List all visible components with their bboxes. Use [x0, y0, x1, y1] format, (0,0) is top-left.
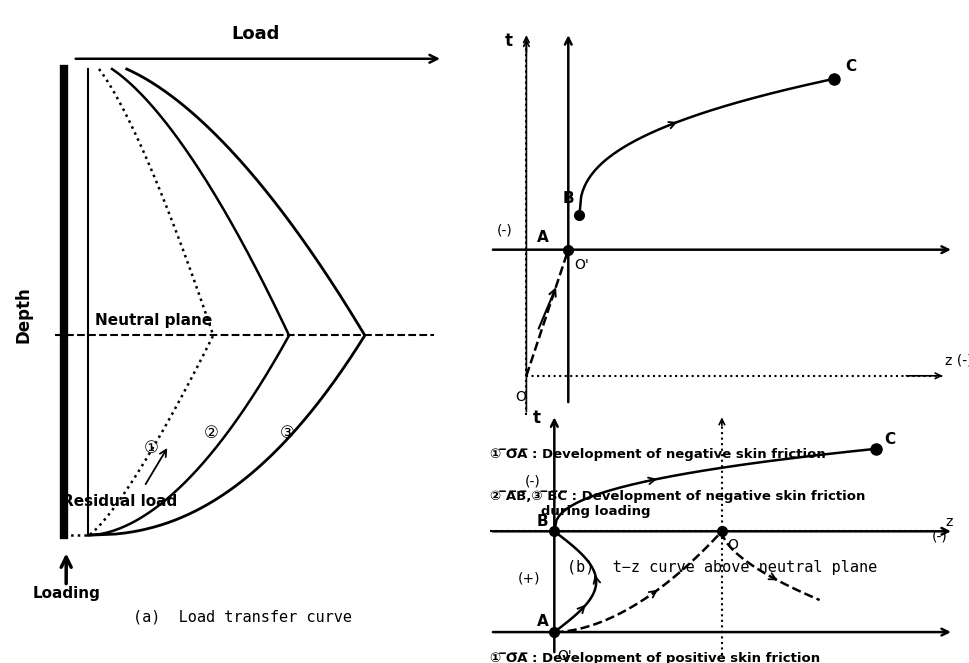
Text: ③: ③ — [279, 424, 295, 442]
Text: O: O — [728, 538, 738, 552]
Text: C: C — [884, 432, 895, 448]
Text: (-): (-) — [524, 475, 541, 489]
Text: (b)  t−z curve above neutral plane: (b) t−z curve above neutral plane — [567, 560, 877, 575]
Text: z (-): z (-) — [946, 353, 969, 367]
Text: (a)  Load transfer curve: (a) Load transfer curve — [133, 609, 352, 625]
Text: (+): (+) — [517, 572, 541, 586]
Text: z: z — [946, 514, 953, 528]
Text: A: A — [537, 615, 548, 629]
Text: ②: ② — [203, 424, 218, 442]
Text: t: t — [532, 408, 541, 426]
Text: ① ̅O̅A̅ : Development of negative skin friction: ① ̅O̅A̅ : Development of negative skin f… — [490, 448, 826, 461]
Text: O': O' — [557, 649, 572, 663]
Text: ② ̅A̅B̅,③ ̅B̅C̅ : Development of negative skin friction
           during loadin: ② ̅A̅B̅,③ ̅B̅C̅ : Development of negativ… — [490, 491, 865, 518]
Text: Residual load: Residual load — [62, 495, 177, 509]
Text: (-): (-) — [931, 530, 947, 544]
Text: (-): (-) — [497, 223, 513, 237]
Text: ① ̅O̅A̅ : Development of positive skin friction: ① ̅O̅A̅ : Development of positive skin f… — [490, 652, 820, 663]
Text: O: O — [516, 390, 526, 404]
Text: A: A — [537, 230, 548, 245]
Text: Depth: Depth — [15, 286, 33, 343]
Text: Load: Load — [232, 25, 280, 43]
Text: O': O' — [574, 258, 588, 272]
Text: C: C — [845, 59, 856, 74]
Text: B: B — [537, 514, 548, 528]
Text: Loading: Loading — [32, 587, 100, 601]
Text: t: t — [505, 32, 513, 50]
Text: Neutral plane: Neutral plane — [95, 313, 212, 328]
Text: B: B — [562, 191, 574, 206]
Text: ①: ① — [143, 439, 158, 457]
